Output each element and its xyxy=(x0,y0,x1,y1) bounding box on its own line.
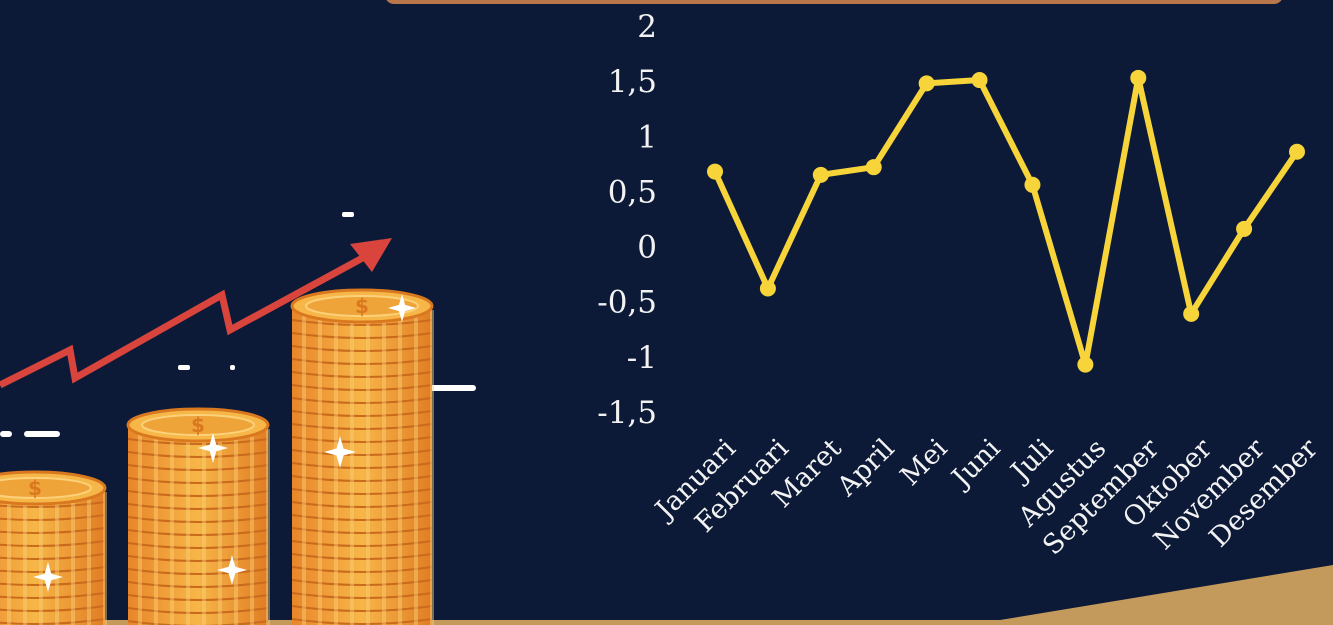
y-tick-label: -1,5 xyxy=(597,395,657,431)
dollar-sign-icon: $ xyxy=(355,294,369,318)
y-axis-ticks: 2 1,5 1 0,5 0 -0,5 -1 -1,5 xyxy=(597,9,657,431)
sparkle-icon xyxy=(388,294,416,322)
data-point xyxy=(865,159,882,176)
y-tick-label: 0 xyxy=(637,230,657,266)
series-line xyxy=(712,74,1300,368)
coin-stack-icon: $ xyxy=(126,407,270,625)
data-point xyxy=(1289,143,1305,160)
data-point xyxy=(918,75,935,92)
y-tick-label: 0,5 xyxy=(608,174,657,210)
data-point xyxy=(1024,176,1041,193)
x-tick-label: April xyxy=(831,433,901,503)
top-banner-edge xyxy=(386,0,1282,4)
dollar-sign-icon: $ xyxy=(191,413,205,437)
sparkle-icon xyxy=(217,555,247,585)
sparkle-icon xyxy=(324,436,356,468)
y-tick-label: 1,5 xyxy=(608,64,657,100)
data-point xyxy=(971,72,988,89)
series-points xyxy=(707,69,1305,373)
decorative-dashes xyxy=(0,212,476,437)
x-tick-label: Juni xyxy=(944,433,1007,496)
dollar-sign-icon: $ xyxy=(28,476,42,500)
coin-stack-icon: $ xyxy=(290,288,434,625)
data-point xyxy=(812,166,829,183)
sparkle-icon xyxy=(33,562,63,592)
sparkle-icon xyxy=(198,433,228,463)
y-tick-label: 1 xyxy=(637,119,657,155)
ground-band xyxy=(0,565,1333,625)
coin-stack-icon: $ xyxy=(0,470,107,625)
y-tick-label: 2 xyxy=(637,9,657,45)
sparkle-icon xyxy=(33,294,416,592)
data-point xyxy=(707,163,723,180)
x-tick-label: Mei xyxy=(895,433,954,492)
y-tick-label: -0,5 xyxy=(597,285,657,321)
y-tick-label: -1 xyxy=(627,340,657,376)
x-axis-ticks: JanuariFebruariMaretAprilMeiJuniJuliAgus… xyxy=(648,433,1324,561)
data-point xyxy=(1236,220,1253,237)
data-point xyxy=(1077,356,1094,373)
growth-arrow-icon xyxy=(0,238,392,389)
data-point xyxy=(1130,69,1147,86)
data-point xyxy=(1183,305,1200,322)
data-point xyxy=(759,280,776,297)
